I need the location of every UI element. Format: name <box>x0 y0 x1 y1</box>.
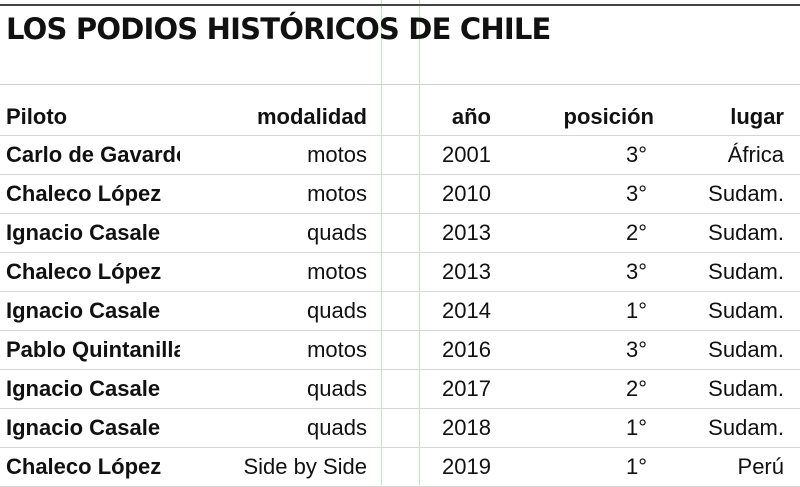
column-header-posicion: posición <box>500 99 670 136</box>
cell-posicion: 3° <box>500 330 670 370</box>
cell-posicion: 1° <box>500 447 670 487</box>
podium-table: Piloto modalidad año posición lugar Carl… <box>0 99 800 487</box>
cell-anio: 2017 <box>380 369 500 409</box>
column-header-lugar: lugar <box>670 99 800 136</box>
cell-posicion: 3° <box>500 174 670 214</box>
cell-modalidad: motos <box>180 174 380 214</box>
column-header-anio: año <box>380 99 500 136</box>
cell-anio: 2013 <box>380 213 500 253</box>
cell-modalidad: quads <box>180 408 380 448</box>
cell-anio: 2014 <box>380 291 500 331</box>
cell-posicion: 1° <box>500 408 670 448</box>
cell-lugar: Sudam. <box>670 330 800 370</box>
cell-lugar: Sudam. <box>670 291 800 331</box>
cell-modalidad: quads <box>180 369 380 409</box>
chart-title: LOS PODIOS HISTÓRICOS DE CHILE <box>6 12 551 46</box>
cell-posicion: 3° <box>500 135 670 175</box>
cell-modalidad: motos <box>180 135 380 175</box>
cell-anio: 2013 <box>380 252 500 292</box>
table-row: Chaleco López motos 2010 3° Sudam. <box>0 174 800 214</box>
cell-modalidad: quads <box>180 213 380 253</box>
cell-piloto: Ignacio Casale <box>0 291 180 331</box>
cell-piloto: Ignacio Casale <box>0 408 180 448</box>
cell-anio: 2001 <box>380 135 500 175</box>
cell-posicion: 3° <box>500 252 670 292</box>
cell-piloto: Chaleco López <box>0 252 180 292</box>
cell-modalidad: motos <box>180 252 380 292</box>
cell-piloto: Pablo Quintanilla <box>0 330 180 370</box>
cell-anio: 2018 <box>380 408 500 448</box>
table-row: Ignacio Casale quads 2014 1° Sudam. <box>0 291 800 331</box>
cell-lugar: Sudam. <box>670 252 800 292</box>
cell-lugar: Sudam. <box>670 369 800 409</box>
cell-lugar: Sudam. <box>670 174 800 214</box>
table-row: Pablo Quintanilla motos 2016 3° Sudam. <box>0 330 800 370</box>
column-header-modalidad: modalidad <box>180 99 380 136</box>
table-row: Carlo de Gavardo motos 2001 3° África <box>0 135 800 175</box>
table-row: Chaleco López motos 2013 3° Sudam. <box>0 252 800 292</box>
title-rule <box>0 84 800 85</box>
cell-modalidad: quads <box>180 291 380 331</box>
table-row: Ignacio Casale quads 2013 2° Sudam. <box>0 213 800 253</box>
cell-posicion: 2° <box>500 369 670 409</box>
cell-piloto: Chaleco López <box>0 447 180 487</box>
cell-posicion: 1° <box>500 291 670 331</box>
cell-lugar: Perú <box>670 447 800 487</box>
cell-lugar: África <box>670 135 800 175</box>
cell-lugar: Sudam. <box>670 213 800 253</box>
table-body: Carlo de Gavardo motos 2001 3° África Chaleco… <box>0 135 800 487</box>
cell-lugar: Sudam. <box>670 408 800 448</box>
cell-piloto: Ignacio Casale <box>0 213 180 253</box>
cell-posicion: 2° <box>500 213 670 253</box>
cell-anio: 2016 <box>380 330 500 370</box>
cell-piloto: Chaleco López <box>0 174 180 214</box>
top-rule <box>0 4 800 6</box>
cell-modalidad: motos <box>180 330 380 370</box>
table-row: Ignacio Casale quads 2017 2° Sudam. <box>0 369 800 409</box>
cell-modalidad: Side by Side <box>180 447 380 487</box>
cell-piloto: Carlo de Gavardo <box>0 135 180 175</box>
column-header-piloto: Piloto <box>0 99 180 136</box>
header-row: Piloto modalidad año posición lugar <box>0 99 800 136</box>
cell-piloto: Ignacio Casale <box>0 369 180 409</box>
table-row: Chaleco López Side by Side 2019 1° Perú <box>0 447 800 487</box>
cell-anio: 2010 <box>380 174 500 214</box>
cell-anio: 2019 <box>380 447 500 487</box>
table-row: Ignacio Casale quads 2018 1° Sudam. <box>0 408 800 448</box>
